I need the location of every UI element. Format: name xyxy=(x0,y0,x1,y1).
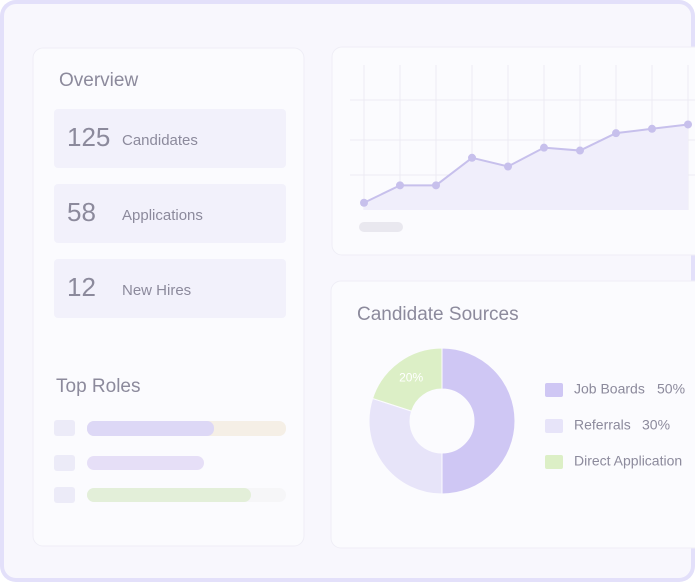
legend-label: Direct Application xyxy=(574,453,682,469)
donut-slice xyxy=(368,397,443,495)
legend-swatch xyxy=(545,419,563,433)
sources-title: Candidate Sources xyxy=(357,304,519,325)
role-icon xyxy=(54,455,75,471)
role-bar xyxy=(87,456,204,470)
legend-value: 30% xyxy=(642,417,670,433)
role-bar xyxy=(87,488,251,502)
stat-label: New Hires xyxy=(122,282,191,299)
legend-swatch xyxy=(545,383,563,397)
legend-label: Job Boards xyxy=(574,381,645,397)
overview-title: Overview xyxy=(59,70,138,91)
donut-slice xyxy=(441,347,516,495)
legend-label: Referrals xyxy=(574,417,631,433)
trend-point xyxy=(360,198,368,207)
trend-point xyxy=(576,146,584,155)
trend-area xyxy=(364,124,688,210)
role-icon xyxy=(54,420,75,436)
top-roles-title: Top Roles xyxy=(56,376,141,397)
trend-point xyxy=(468,153,476,162)
stat-label: Candidates xyxy=(122,132,198,149)
trend-point xyxy=(648,124,656,133)
slice-label: 20% xyxy=(399,371,423,385)
stat-value: 125 xyxy=(67,122,110,152)
stat-label: Applications xyxy=(122,207,203,224)
legend-value: 50% xyxy=(657,381,685,397)
trend-point xyxy=(684,120,692,129)
legend-swatch xyxy=(545,455,563,469)
trend-point xyxy=(612,129,620,138)
trend-point xyxy=(504,162,512,171)
trend-point xyxy=(432,181,440,190)
stat-box xyxy=(54,109,286,168)
role-icon xyxy=(54,487,75,503)
stat-value: 12 xyxy=(67,272,96,302)
role-bar xyxy=(87,421,214,436)
placeholder-pill xyxy=(359,222,403,232)
trend-line xyxy=(363,123,689,204)
trend-point xyxy=(540,143,548,152)
donut-slice xyxy=(371,347,443,412)
stat-box xyxy=(54,259,286,318)
role-rows xyxy=(54,420,286,503)
stat-value: 58 xyxy=(67,197,96,227)
trend-point xyxy=(396,181,404,190)
stat-box xyxy=(54,184,286,243)
